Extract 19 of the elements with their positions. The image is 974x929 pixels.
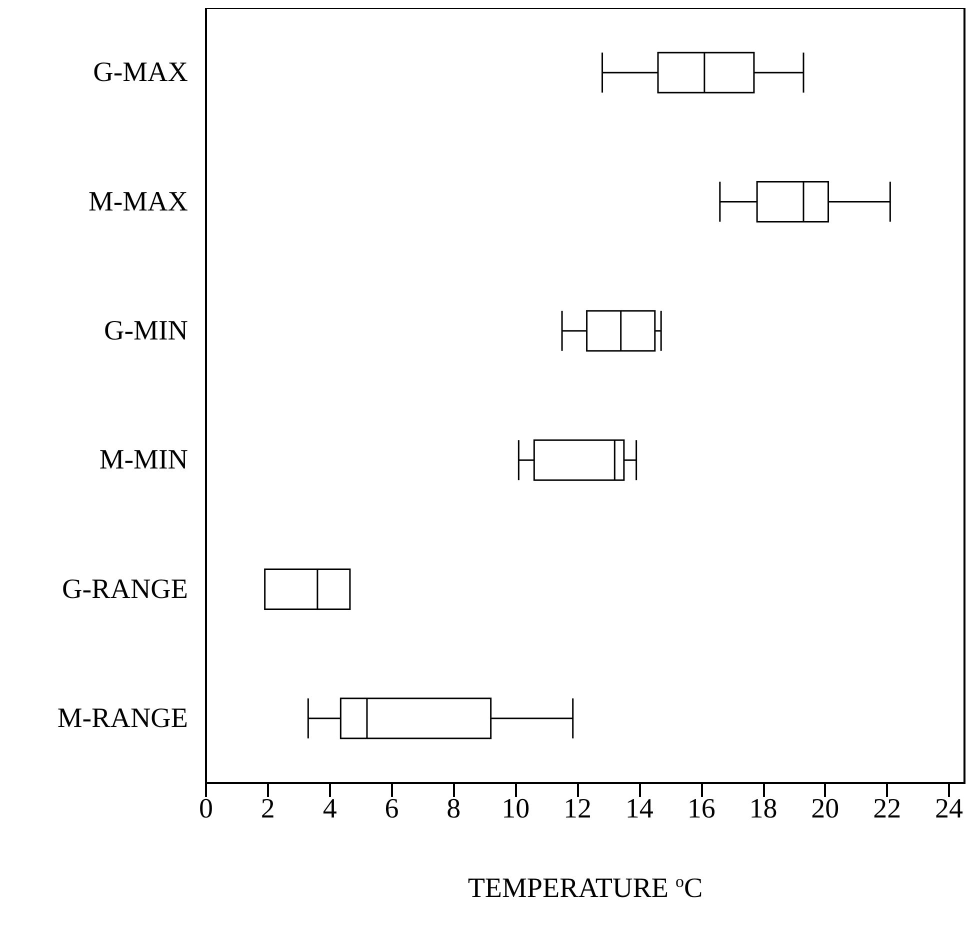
x-tick-label: 6 bbox=[384, 794, 399, 824]
x-tick-label: 4 bbox=[322, 794, 337, 824]
x-tick-label: 2 bbox=[260, 794, 275, 824]
x-tick-label: 18 bbox=[749, 794, 778, 824]
y-tick-label: M-MAX bbox=[88, 186, 188, 218]
x-tick-label: 22 bbox=[873, 794, 902, 824]
x-tick-label: 16 bbox=[687, 794, 716, 824]
x-tick-label: 24 bbox=[935, 794, 963, 824]
y-tick-label: M-RANGE bbox=[57, 702, 188, 734]
x-tick-label: 20 bbox=[811, 794, 840, 824]
x-tick-label: 12 bbox=[564, 794, 592, 824]
x-tick-label: 14 bbox=[625, 794, 654, 824]
x-tick-label: 8 bbox=[446, 794, 461, 824]
y-tick-label: G-MAX bbox=[93, 57, 188, 88]
y-tick-label: M-MIN bbox=[99, 444, 188, 476]
x-tick-label: 0 bbox=[199, 794, 213, 824]
x-tick-label: 10 bbox=[502, 794, 530, 824]
y-tick-label: G-MIN bbox=[104, 315, 188, 346]
y-tick-label: G-RANGE bbox=[62, 574, 188, 605]
